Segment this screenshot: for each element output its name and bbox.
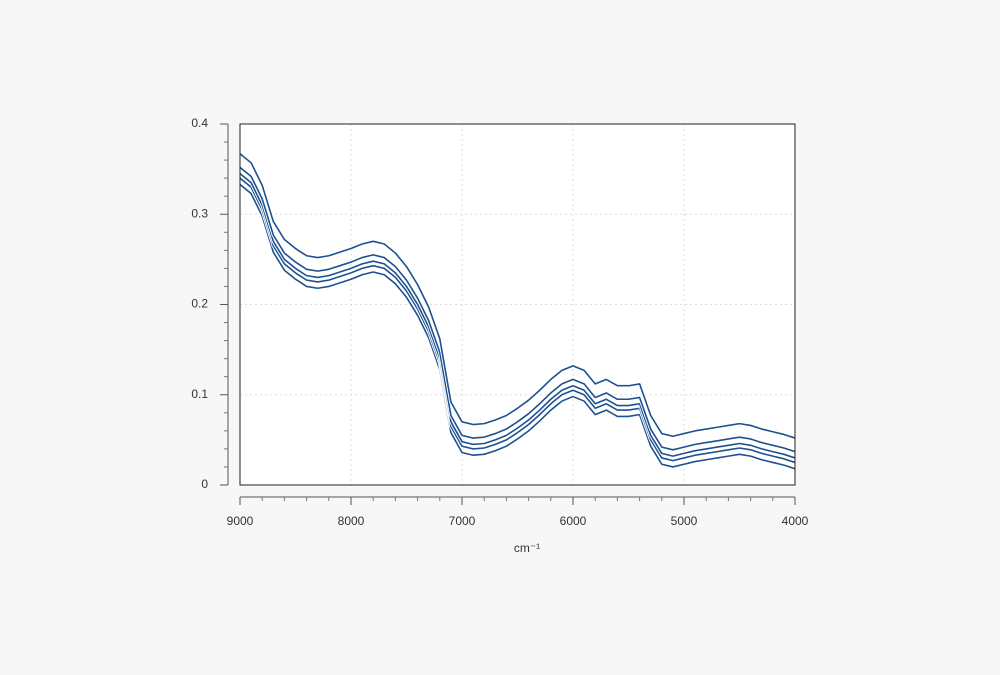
x-tick-label: 8000: [338, 514, 365, 528]
spectrum-line: [239, 153, 796, 439]
x-tick-label: 7000: [449, 514, 476, 528]
plot-border: [239, 123, 796, 486]
x-tick-label: 6000: [560, 514, 587, 528]
spectrum-line: [239, 173, 796, 459]
x-tick-label: 9000: [227, 514, 254, 528]
spectrum-line: [239, 166, 796, 453]
y-tick-label: 0: [201, 477, 208, 491]
x-tick-label: 4000: [782, 514, 809, 528]
y-tick-label: 0.1: [191, 387, 208, 401]
spectrum-line: [239, 183, 796, 470]
y-tick-label: 0.2: [191, 297, 208, 311]
x-axis-label: cm⁻¹: [514, 541, 540, 555]
plot-area: [240, 124, 795, 485]
y-tick-label: 0.4: [191, 116, 208, 130]
x-tick-label: 5000: [671, 514, 698, 528]
spectrum-line: [239, 177, 796, 464]
y-tick-label: 0.3: [191, 206, 208, 220]
